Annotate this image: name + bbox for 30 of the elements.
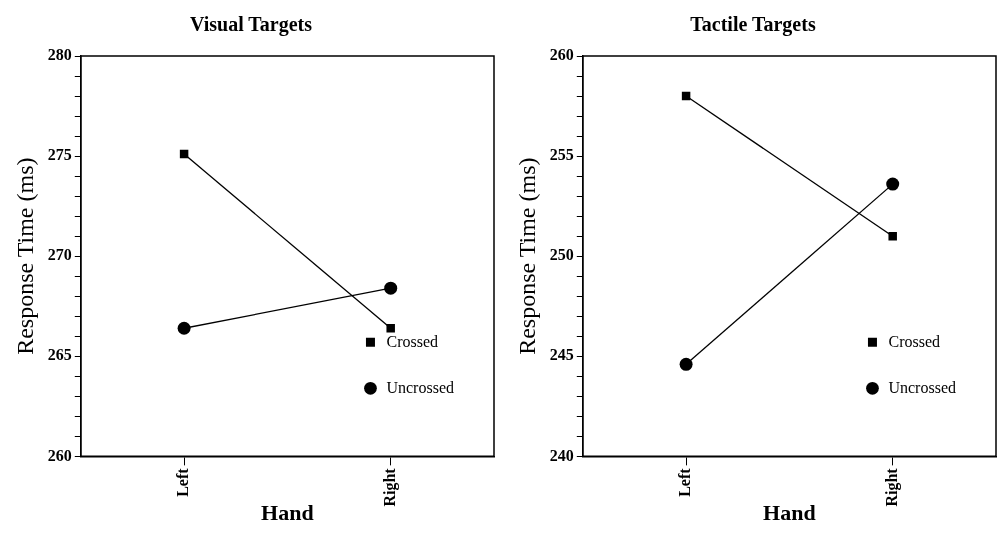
- point: [888, 231, 897, 241]
- x-axis-title: Hand: [261, 500, 314, 526]
- point: [177, 321, 191, 335]
- y-tick-label: 245: [549, 346, 574, 364]
- x-tick-label: Left: [174, 467, 192, 497]
- point: [679, 357, 693, 371]
- legend-label: Uncrossed: [386, 378, 455, 396]
- y-axis-title: Response Time (ms): [513, 157, 540, 355]
- x-tick-label: Right: [882, 467, 901, 507]
- y-tick-label: 275: [47, 146, 72, 164]
- x-tick-label: Right: [380, 467, 399, 507]
- y-tick-label: 255: [549, 146, 574, 164]
- y-tick-label: 240: [549, 446, 574, 464]
- y-tick-label: 260: [47, 446, 72, 464]
- y-tick-label: 265: [47, 346, 72, 364]
- y-tick-label: 280: [47, 46, 72, 64]
- chart-title: Tactile Targets: [690, 13, 816, 37]
- point: [384, 281, 398, 295]
- legend-label: Crossed: [386, 332, 439, 350]
- legend-label: Crossed: [888, 332, 941, 350]
- point: [386, 324, 395, 333]
- chart-title: Visual Targets: [189, 13, 313, 37]
- point: [886, 177, 900, 191]
- y-axis-title: Response Time (ms): [11, 157, 38, 355]
- x-tick-label: Left: [676, 467, 694, 497]
- y-tick-label: 260: [549, 46, 574, 64]
- y-tick-label: 270: [47, 246, 72, 264]
- x-axis-title: Hand: [763, 500, 816, 526]
- y-tick-label: 250: [549, 246, 574, 264]
- legend-label: Uncrossed: [888, 378, 957, 396]
